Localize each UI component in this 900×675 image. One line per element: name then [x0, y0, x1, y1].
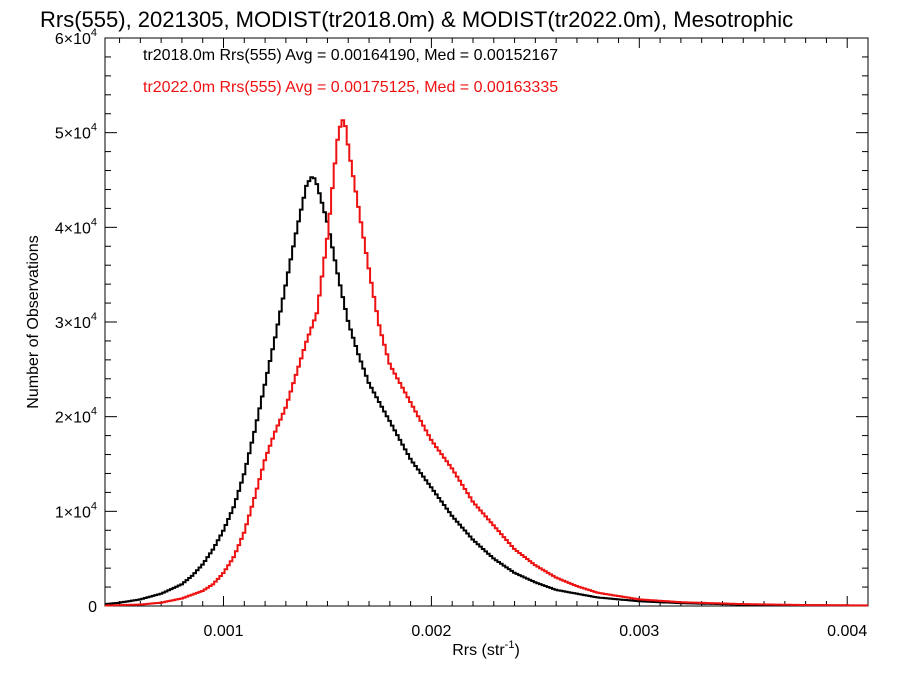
y-tick-exponent: 4 — [91, 500, 97, 512]
chart-title: Rrs(555), 2021305, MODIST(tr2018.0m) & M… — [40, 7, 793, 32]
y-tick-label: 0 — [88, 599, 97, 616]
x-axis: 0.001 0.002 0.003 0.004 — [119, 38, 869, 640]
x-tick-label: 0.001 — [203, 623, 243, 640]
y-tick-label: 6×104 — [55, 27, 97, 48]
y-tick-exponent: 4 — [91, 122, 97, 134]
y-tick-mantissa: 3×10 — [55, 315, 91, 332]
y-tick-label: 5×104 — [55, 122, 97, 143]
x-axis-label-text: Rrs (str — [452, 642, 505, 659]
y-tick-mantissa: 2×10 — [55, 410, 91, 427]
x-tick-label: 0.004 — [827, 623, 867, 640]
y-tick-exponent: 4 — [91, 216, 97, 228]
x-axis-label-close: ) — [514, 642, 519, 659]
y-tick-mantissa: 1×10 — [55, 504, 91, 521]
y-tick-mantissa: 6×10 — [55, 31, 91, 48]
series-layer — [105, 119, 868, 607]
y-tick-mantissa: 0 — [88, 599, 97, 616]
legend-entry-tr2018: tr2018.0m Rrs(555) Avg = 0.00164190, Med… — [143, 47, 558, 64]
y-axis-label: Number of Observations — [25, 235, 42, 408]
x-tick-label: 0.003 — [619, 623, 659, 640]
y-tick-exponent: 4 — [91, 406, 97, 418]
y-tick-label: 4×104 — [55, 216, 97, 237]
x-axis-label: Rrs (str-1) — [452, 639, 520, 659]
y-tick-label: 1×104 — [55, 500, 97, 521]
legend-entry-tr2022: tr2022.0m Rrs(555) Avg = 0.00175125, Med… — [143, 79, 558, 96]
y-tick-exponent: 4 — [91, 311, 97, 323]
y-tick-exponent: 4 — [91, 27, 97, 39]
y-tick-mantissa: 5×10 — [55, 126, 91, 143]
y-tick-label: 3×104 — [55, 311, 97, 332]
y-tick-mantissa: 4×10 — [55, 220, 91, 237]
plot-frame — [104, 37, 869, 607]
series-line-tr2018.0m — [105, 176, 868, 607]
x-axis-label-superscript: -1 — [505, 639, 515, 651]
y-tick-label: 2×104 — [55, 406, 97, 427]
x-tick-label: 0.002 — [411, 623, 451, 640]
series-line-tr2022.0m — [105, 119, 868, 607]
